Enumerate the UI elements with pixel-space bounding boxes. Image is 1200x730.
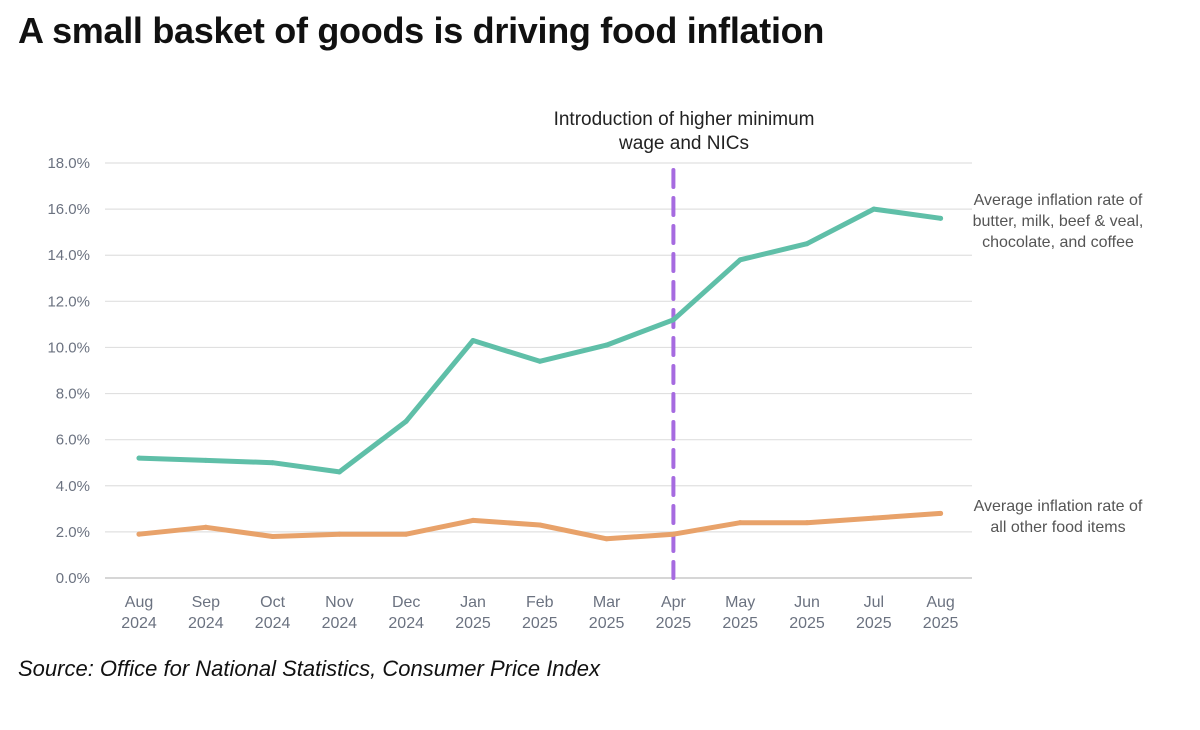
y-tick-label: 18.0% xyxy=(47,155,90,172)
series-label-basket: Average inflation rate of butter, milk, b… xyxy=(973,192,1144,251)
data-point-other xyxy=(670,531,676,537)
y-tick-label: 0.0% xyxy=(56,570,90,587)
x-tick-label: Jul 2025 xyxy=(856,594,892,632)
x-tick-label: Jun 2025 xyxy=(789,594,825,632)
data-point-basket xyxy=(270,460,276,466)
series-labels: Average inflation rate of butter, milk, b… xyxy=(973,192,1144,536)
source-note: Source: Office for National Statistics, … xyxy=(18,656,601,681)
x-tick-label: May 2025 xyxy=(722,594,758,632)
data-point-basket xyxy=(804,241,810,247)
data-point-other xyxy=(804,520,810,526)
y-tick-label: 10.0% xyxy=(47,339,90,356)
y-tick-label: 4.0% xyxy=(56,478,90,495)
x-tick-label: Aug 2025 xyxy=(923,594,959,632)
x-tick-label: Aug 2024 xyxy=(121,594,157,632)
y-tick-label: 14.0% xyxy=(47,247,90,264)
data-point-basket xyxy=(938,215,944,221)
series-label-other: Average inflation rate of all other food … xyxy=(974,498,1143,536)
data-point-other xyxy=(604,536,610,542)
data-point-basket xyxy=(403,418,409,424)
y-tick-label: 2.0% xyxy=(56,524,90,541)
data-point-basket xyxy=(670,317,676,323)
y-axis-ticks: 0.0% 2.0% 4.0% 6.0% 8.0% 10.0% 12.0% 14.0% 16.0%… xyxy=(47,155,90,587)
data-point-other xyxy=(203,524,209,530)
data-point-basket xyxy=(537,358,543,364)
data-point-other xyxy=(136,531,142,537)
data-point-other xyxy=(336,531,342,537)
data-point-basket xyxy=(604,342,610,348)
data-point-basket xyxy=(203,457,209,463)
y-tick-label: 6.0% xyxy=(56,432,90,449)
x-tick-label: Feb 2025 xyxy=(522,594,558,632)
y-tick-label: 12.0% xyxy=(47,293,90,310)
data-point-other xyxy=(537,522,543,528)
data-point-basket xyxy=(336,469,342,475)
series-line-basket xyxy=(136,206,944,475)
data-point-other xyxy=(270,534,276,539)
data-point-other xyxy=(470,517,476,523)
series-lines xyxy=(136,206,944,542)
y-tick-label: 16.0% xyxy=(47,201,90,218)
data-point-other xyxy=(403,531,409,537)
event-annotation: Introduction of higher minimum wage and N… xyxy=(554,109,815,154)
gridlines xyxy=(105,162,972,579)
x-tick-label: Mar 2025 xyxy=(589,594,625,632)
x-tick-label: Apr 2025 xyxy=(656,594,692,632)
data-point-basket xyxy=(470,338,476,344)
page-title: A small basket of goods is driving food … xyxy=(18,10,825,51)
data-point-basket xyxy=(136,455,142,461)
x-tick-label: Nov 2024 xyxy=(322,594,358,632)
data-point-basket xyxy=(871,206,877,212)
data-point-other xyxy=(938,510,944,516)
data-point-basket xyxy=(737,257,743,263)
x-tick-label: Dec 2024 xyxy=(388,594,424,632)
data-point-other xyxy=(871,515,877,521)
event-marker: Introduction of higher minimum wage and N… xyxy=(554,109,815,580)
y-tick-label: 8.0% xyxy=(56,386,90,403)
x-tick-label: Sep 2024 xyxy=(188,594,224,632)
x-tick-label: Oct 2024 xyxy=(255,594,291,632)
x-tick-label: Jan 2025 xyxy=(455,594,491,632)
data-point-other xyxy=(737,520,743,526)
x-axis-ticks: Aug 2024 Sep 2024 Oct 2024 Nov 2024 Dec 2024 Jan 20… xyxy=(121,594,958,632)
